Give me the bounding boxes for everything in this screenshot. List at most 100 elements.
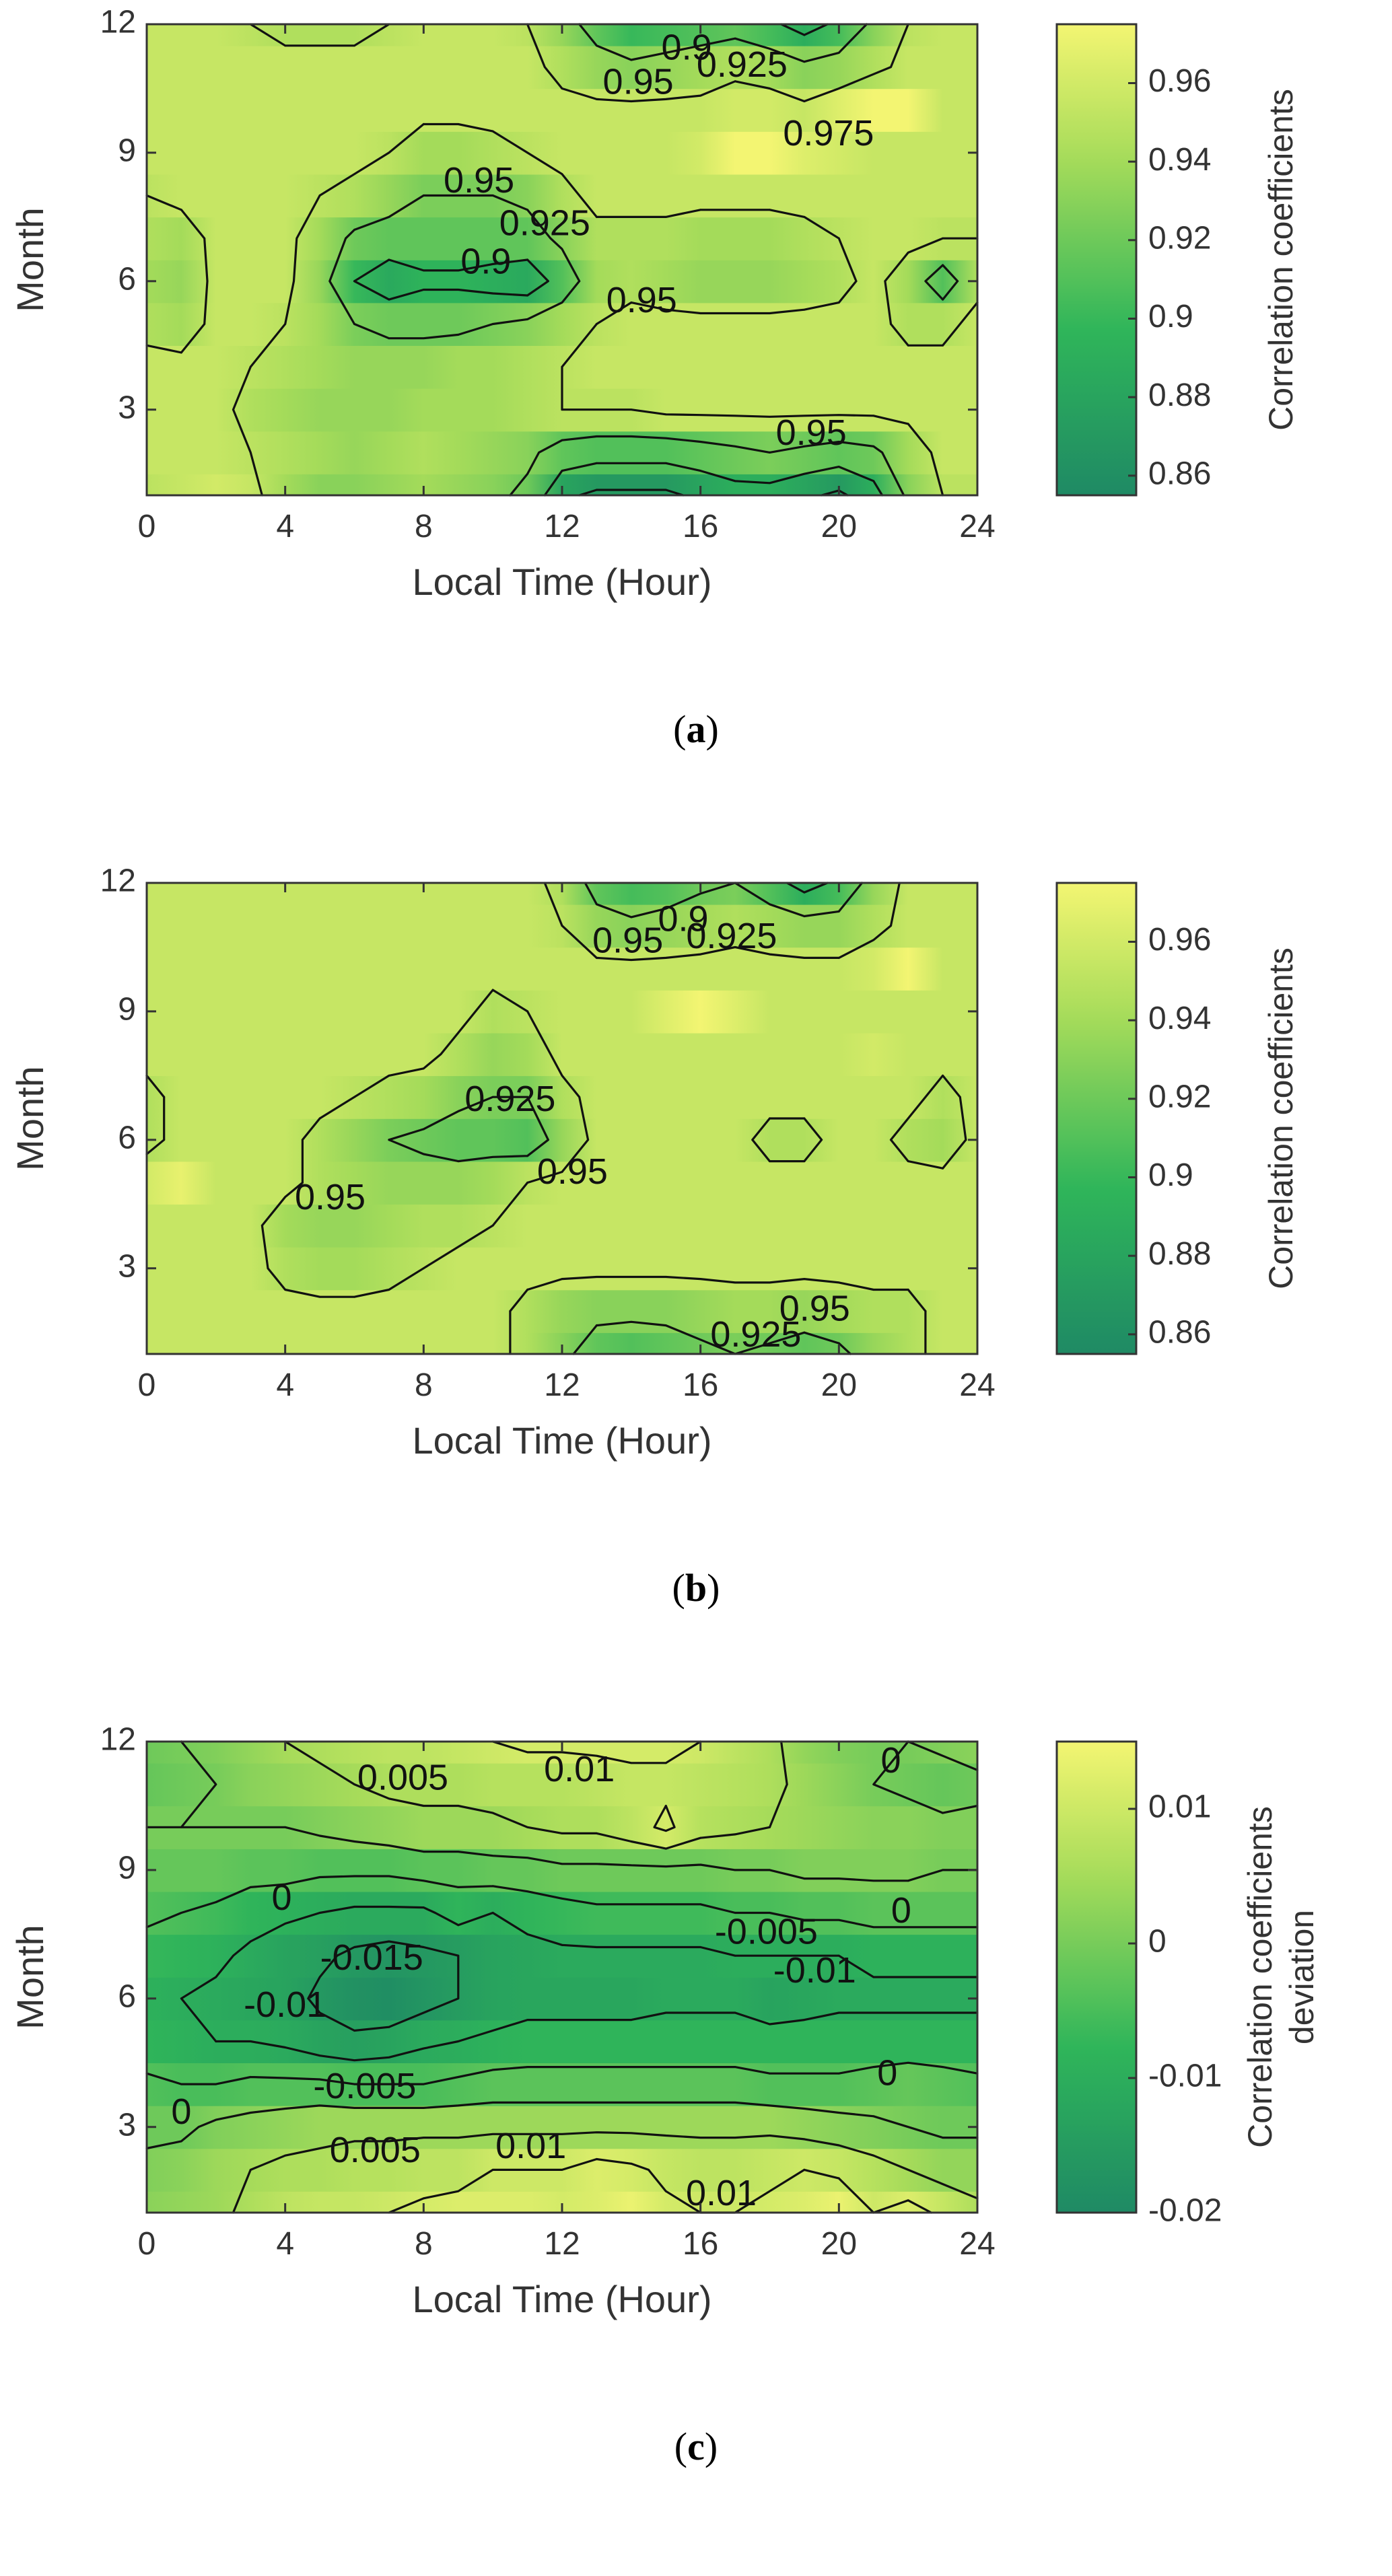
contour-label: 0.9: [662, 27, 712, 67]
y-tick-label: 3: [118, 390, 136, 425]
field-row: [147, 88, 977, 132]
contour-label: -0.01: [773, 1950, 856, 1991]
y-tick-label: 6: [118, 261, 136, 297]
x-axis-label: Local Time (Hour): [412, 561, 711, 603]
contour-label: 0.005: [330, 2130, 421, 2170]
contour-label: 0.95: [592, 920, 663, 960]
field-row: [147, 260, 977, 303]
x-tick-label: 0: [138, 2226, 156, 2262]
field-row: [147, 990, 977, 1034]
contour-label: 0: [171, 2091, 191, 2132]
colorbar-tick-label: 0.92: [1148, 221, 1211, 256]
x-tick-label: 16: [683, 2226, 718, 2262]
y-tick-label: 12: [100, 5, 136, 40]
x-tick-label: 20: [821, 2226, 857, 2262]
contour-label: 0.01: [686, 2173, 757, 2213]
field-row: [147, 1118, 977, 1162]
contour-label: 0.95: [779, 1289, 850, 1329]
contour-label: 0: [271, 1877, 291, 1918]
contour-label: -0.005: [715, 1912, 818, 1952]
colorbar-tick-label: -0.02: [1148, 2193, 1222, 2229]
contour-label: 0.01: [495, 2126, 566, 2166]
contour-label: -0.01: [244, 1984, 326, 2025]
x-tick-label: 0: [138, 1367, 156, 1403]
y-tick-label: 12: [100, 863, 136, 899]
x-tick-label: 8: [415, 2226, 433, 2262]
contour-label: 0: [880, 1740, 901, 1781]
field-row: [147, 1032, 977, 1077]
contour-line: [786, 882, 829, 894]
colorbar-tick-label: 0: [1148, 1924, 1167, 1960]
field-row: [147, 1204, 977, 1248]
y-axis-label: Month: [9, 207, 51, 312]
y-tick-label: 12: [100, 1722, 136, 1758]
contour-line: [232, 1740, 979, 2214]
colorbar-title: Correlation coefficients: [1262, 89, 1300, 431]
contour-label: 0.925: [697, 44, 788, 85]
contour-label: 0.95: [444, 160, 514, 201]
x-tick-label: 24: [959, 1367, 995, 1403]
contour-label: 0.925: [499, 203, 590, 243]
field-row: [147, 947, 977, 991]
contour-line: [578, 489, 849, 497]
contour-label: 0.925: [710, 1314, 801, 1355]
x-tick-label: 20: [821, 1367, 857, 1403]
colorbar-tick-label: 0.9: [1148, 1157, 1193, 1193]
contour-label: 0.95: [776, 413, 847, 453]
y-tick-label: 6: [118, 1978, 136, 2014]
colorbar-tick-label: 0.01: [1148, 1789, 1211, 1825]
colorbar-title: Correlation coefficients: [1241, 1806, 1279, 2148]
colorbar: [1055, 1740, 1138, 2214]
contour-label: 0.95: [606, 280, 677, 320]
colorbar-tick-label: 0.88: [1148, 1236, 1211, 1272]
colorbar-tick-label: 0.96: [1148, 922, 1211, 958]
field-row: [147, 131, 977, 175]
colorbar: [1055, 23, 1138, 497]
contour-line: [145, 1875, 979, 2085]
colorbar-tick-label: 0.86: [1148, 1315, 1211, 1351]
y-axis-label: Month: [9, 1066, 51, 1171]
field-row: [147, 302, 977, 346]
x-tick-label: 0: [138, 509, 156, 544]
caption-a: (a): [673, 707, 719, 751]
x-tick-label: 16: [683, 1367, 718, 1403]
y-tick-label: 9: [118, 992, 136, 1028]
contour-line: [145, 1740, 979, 2150]
contour-chart-c: 0.005 0.01 00 0-0.015-0.01-0.005-0.01-0.005…: [9, 1722, 1321, 2320]
x-tick-label: 24: [959, 509, 995, 544]
y-tick-label: 3: [118, 1248, 136, 1284]
x-tick-label: 4: [276, 509, 294, 544]
contour-line: [353, 23, 884, 497]
field-row: [147, 174, 977, 218]
contour-label: 0.925: [686, 916, 777, 956]
contour-line: [145, 23, 979, 497]
x-axis-label: Local Time (Hour): [412, 2278, 711, 2320]
y-axis-label: Month: [9, 1925, 51, 2030]
y-tick-label: 9: [118, 1851, 136, 1886]
colorbar-tick-label: -0.01: [1148, 2059, 1222, 2094]
contour-label: -0.015: [320, 1937, 423, 1978]
panel-c: 0.005 0.01 0 0 0 -0.015 -0.01 -0.005 -0.01 -0.005…: [0, 1717, 1392, 2576]
field-row: [147, 1075, 977, 1119]
x-tick-label: 12: [544, 509, 580, 544]
x-tick-label: 24: [959, 2226, 995, 2262]
contour-line: [145, 882, 967, 1355]
colorbar-tick-label: 0.92: [1148, 1079, 1211, 1115]
field-row: [147, 1246, 977, 1291]
contour-line: [307, 1940, 460, 2032]
contour-line: [388, 882, 864, 1355]
x-tick-label: 12: [544, 1367, 580, 1403]
contour-line: [180, 1905, 979, 2062]
colorbar-tick-label: 0.94: [1148, 142, 1211, 178]
x-tick-label: 8: [415, 1367, 433, 1403]
x-tick-label: 4: [276, 1367, 294, 1403]
panel-b: 0.925 0.95 0.95 0.95 0.925 0.9 0.925 0.95 0 4 8 12 1…: [0, 859, 1392, 1717]
field-row: [147, 1762, 977, 1807]
contour-label: 0.95: [295, 1177, 366, 1217]
field-row: [147, 431, 977, 474]
colorbar-title: Correlation coefficients: [1262, 947, 1300, 1289]
x-tick-label: 8: [415, 509, 433, 544]
y-tick-label: 9: [118, 133, 136, 169]
